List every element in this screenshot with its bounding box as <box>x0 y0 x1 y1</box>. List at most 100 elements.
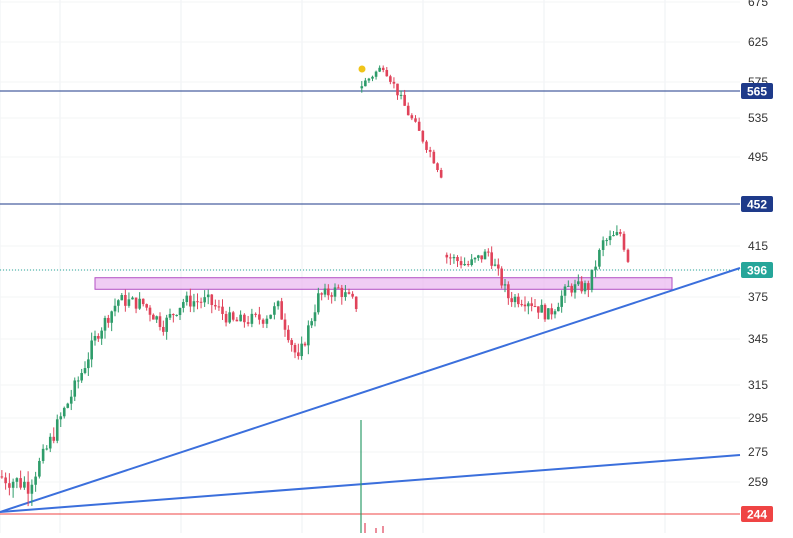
candle <box>601 236 605 257</box>
price-badge-244-bg <box>741 506 773 522</box>
candle <box>19 470 22 490</box>
candle <box>192 293 196 313</box>
candle-body <box>273 306 276 315</box>
candle <box>583 280 587 295</box>
candle-body <box>456 257 459 262</box>
candle-body <box>570 285 573 293</box>
current-price-badge: 396 <box>747 264 767 278</box>
candle <box>622 231 626 252</box>
candle-body <box>330 295 333 297</box>
candle-body <box>224 313 228 323</box>
candle-body <box>48 436 52 449</box>
candle <box>73 377 77 402</box>
candle <box>517 293 520 308</box>
candle <box>221 299 224 321</box>
candle-body <box>340 287 344 297</box>
candle <box>217 299 221 311</box>
candle <box>570 283 573 297</box>
candle-body <box>500 268 503 286</box>
candle-body <box>120 295 124 301</box>
candle <box>493 258 497 267</box>
candle <box>117 299 120 313</box>
y-tick-label: 345 <box>748 332 768 346</box>
candle <box>374 70 378 80</box>
candle-body <box>148 307 152 315</box>
candle <box>258 306 261 325</box>
candle <box>619 229 622 237</box>
candle <box>210 293 214 314</box>
candle <box>367 77 371 83</box>
candle <box>206 289 210 305</box>
candle-body <box>185 295 189 303</box>
candle <box>145 303 148 311</box>
candle <box>371 75 374 82</box>
trendlines <box>0 267 741 513</box>
candle <box>273 302 276 320</box>
candle <box>90 332 93 368</box>
candle-body <box>605 240 608 242</box>
candle <box>466 260 470 267</box>
candle-body <box>477 255 480 258</box>
candle-body <box>297 352 300 357</box>
candle-body <box>417 121 421 131</box>
candle <box>265 315 269 329</box>
candle <box>100 327 103 345</box>
candle-body <box>425 141 428 150</box>
candle <box>463 257 466 266</box>
candle <box>360 81 364 93</box>
candle-body <box>622 233 626 250</box>
candle <box>45 445 49 451</box>
candle <box>48 433 52 453</box>
candle-body <box>8 483 11 488</box>
price-lines <box>0 90 740 515</box>
candle <box>337 284 340 289</box>
candle-body <box>598 249 601 267</box>
candle <box>483 249 487 260</box>
candle <box>317 287 320 315</box>
candle-body <box>483 251 487 260</box>
candle <box>403 89 406 106</box>
candle <box>261 318 265 328</box>
candle <box>138 292 141 310</box>
candle-body <box>73 380 77 397</box>
candle <box>612 230 615 237</box>
candle <box>110 310 113 332</box>
candle-body <box>280 301 283 320</box>
candle-body <box>107 317 110 323</box>
candle-body <box>55 419 59 441</box>
candle <box>214 299 217 310</box>
candle <box>76 376 80 389</box>
candle-body <box>371 76 374 79</box>
candle-body <box>473 257 477 260</box>
candle <box>172 313 175 323</box>
price-badge-565: 565 <box>747 85 767 99</box>
candle-body <box>553 311 557 315</box>
candle-body <box>283 319 287 330</box>
candle-body <box>192 301 196 307</box>
candle <box>178 307 182 321</box>
candle-body <box>533 306 537 308</box>
candle-body <box>313 312 317 322</box>
candle <box>269 314 272 320</box>
candle-body <box>432 151 436 164</box>
candle-body <box>364 80 367 87</box>
candle <box>470 254 473 267</box>
candle <box>235 317 239 322</box>
candle <box>224 310 228 327</box>
candle-body <box>351 293 354 297</box>
candle-body <box>165 317 168 332</box>
candle-body <box>449 257 452 259</box>
candle-body <box>333 287 337 297</box>
volume-bar <box>364 523 366 533</box>
candle <box>87 352 90 376</box>
candle <box>459 256 463 269</box>
candle-body <box>103 317 107 331</box>
candle-body <box>503 284 507 286</box>
candle-body <box>0 476 4 478</box>
candle-body <box>90 340 93 360</box>
candle <box>30 479 34 506</box>
candle-body <box>337 287 340 289</box>
candle <box>436 162 439 173</box>
